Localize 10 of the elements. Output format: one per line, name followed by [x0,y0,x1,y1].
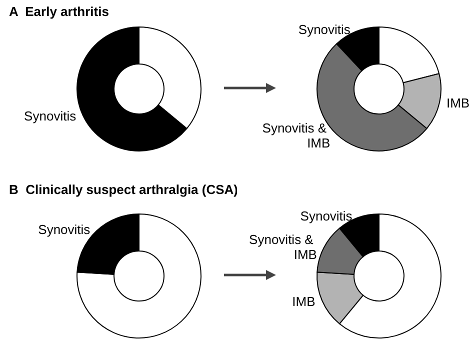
slice-label: Synovitis [300,208,353,224]
slice-label: Synovitis [24,108,77,124]
slice-label: Synovitis & IMB [262,120,330,151]
slice-label: Synovitis [38,222,91,237]
chart-title: A Early arthritis [9,4,109,19]
slice-label: Synovitis & IMB [249,232,317,262]
chart-title: B Clinically suspect arthralgia (CSA) [9,182,238,197]
slice-label: Synovitis [298,22,351,37]
slice-label: IMB [446,95,470,110]
slice-label: IMB [292,294,316,309]
